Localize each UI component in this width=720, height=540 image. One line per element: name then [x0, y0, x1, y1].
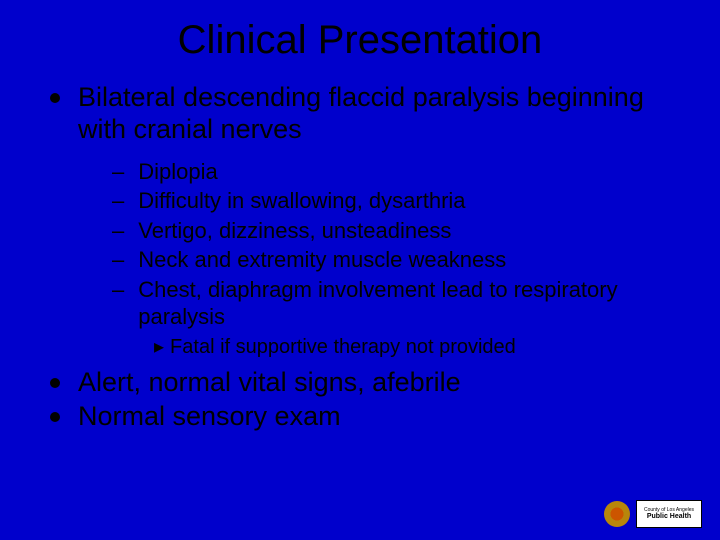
sub-bullet-row: – Diplopia	[112, 158, 690, 186]
slide: Clinical Presentation Bilateral descendi…	[0, 0, 720, 540]
footer-logos: County of Los Angeles Public Health	[604, 500, 702, 528]
sub-bullet-text: Difficulty in swallowing, dysarthria	[138, 187, 465, 215]
triangle-icon: ▸	[154, 335, 164, 360]
subsub-bullet-text: Fatal if supportive therapy not provided	[170, 335, 516, 360]
sub-bullet-row: – Vertigo, dizziness, unsteadiness	[112, 217, 690, 245]
sub-bullet-row: – Difficulty in swallowing, dysarthria	[112, 187, 690, 215]
sub-bullet-text: Neck and extremity muscle weakness	[138, 246, 506, 274]
dash-icon: –	[112, 276, 124, 304]
bullet-text: Alert, normal vital signs, afebrile	[78, 366, 461, 398]
sub-bullet-row: – Neck and extremity muscle weakness	[112, 246, 690, 274]
dash-icon: –	[112, 158, 124, 186]
bullet-dot-icon	[50, 378, 60, 388]
sub-bullet-text: Chest, diaphragm involvement lead to res…	[138, 276, 690, 331]
bullet-row: Normal sensory exam	[50, 400, 690, 432]
public-health-logo: County of Los Angeles Public Health	[636, 500, 702, 528]
ph-line2: Public Health	[647, 513, 691, 520]
bullet-dot-icon	[50, 412, 60, 422]
sub-bullet-row: – Chest, diaphragm involvement lead to r…	[112, 276, 690, 331]
subsub-bullet-row: ▸ Fatal if supportive therapy not provid…	[154, 335, 690, 360]
dash-icon: –	[112, 217, 124, 245]
sub-bullet-text: Diplopia	[138, 158, 218, 186]
subsub-list: ▸ Fatal if supportive therapy not provid…	[50, 335, 690, 360]
bullet-row: Bilateral descending flaccid paralysis b…	[50, 81, 690, 146]
dash-icon: –	[112, 187, 124, 215]
slide-body: Bilateral descending flaccid paralysis b…	[0, 81, 720, 433]
slide-title: Clinical Presentation	[0, 0, 720, 81]
bullet-text: Bilateral descending flaccid paralysis b…	[78, 81, 690, 146]
bullet-dot-icon	[50, 93, 60, 103]
bullet-text: Normal sensory exam	[78, 400, 341, 432]
dash-icon: –	[112, 246, 124, 274]
sub-bullet-text: Vertigo, dizziness, unsteadiness	[138, 217, 451, 245]
county-seal-icon	[604, 501, 630, 527]
sub-list: – Diplopia – Difficulty in swallowing, d…	[50, 158, 690, 331]
bullet-row: Alert, normal vital signs, afebrile	[50, 366, 690, 398]
